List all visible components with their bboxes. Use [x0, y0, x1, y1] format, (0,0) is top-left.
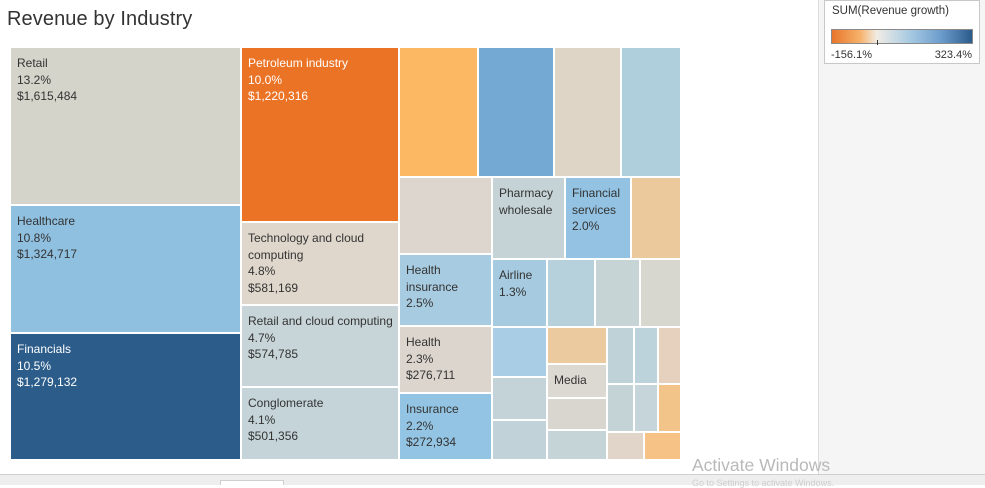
treemap-tile[interactable] [607, 384, 634, 432]
treemap-tile[interactable] [399, 177, 492, 254]
tile-share: 4.1% [248, 412, 276, 427]
treemap-tile[interactable]: Pharmacy wholesale [492, 177, 565, 259]
treemap-tile[interactable]: Insurance 2.2% $272,934 [399, 393, 492, 460]
tile-label: Financial services 2.0% [572, 185, 628, 235]
treemap-tile[interactable] [658, 384, 681, 432]
legend-pane [818, 0, 985, 474]
treemap-tile[interactable] [492, 377, 547, 420]
treemap-tile[interactable] [607, 432, 644, 460]
treemap-tile[interactable] [492, 420, 547, 460]
tile-name: Retail [17, 56, 48, 70]
tile-name: Conglomerate [248, 396, 324, 410]
tile-label: Pharmacy wholesale [499, 185, 562, 218]
tile-label: Conglomerate 4.1% $501,356 [248, 395, 396, 445]
tile-label: Health insurance 2.5% [406, 262, 489, 312]
legend-min-label: -156.1% [831, 49, 872, 61]
tile-label: Health 2.3% $276,711 [406, 334, 489, 384]
tile-name: Airline [499, 268, 533, 282]
tile-name: Pharmacy wholesale [499, 186, 554, 217]
tile-name: Healthcare [17, 214, 76, 228]
treemap-tile[interactable]: Media [547, 364, 607, 398]
tile-label: Retail and cloud computing 4.7% $574,785 [248, 313, 396, 363]
legend-title: SUM(Revenue growth) [832, 5, 949, 17]
tile-share: 10.5% [17, 358, 52, 373]
treemap-tile[interactable]: Retail 13.2% $1,615,484 [10, 47, 241, 205]
tile-name: Health insurance [406, 263, 459, 294]
tile-share: 13.2% [17, 72, 52, 87]
treemap-tile[interactable] [399, 47, 478, 177]
treemap-tile[interactable] [607, 327, 634, 384]
treemap-tile[interactable] [492, 327, 547, 377]
treemap-tile[interactable]: Health insurance 2.5% [399, 254, 492, 326]
treemap-tile[interactable]: Airline 1.3% [492, 259, 547, 327]
treemap-tile[interactable]: Financials 10.5% $1,279,132 [10, 333, 241, 460]
tile-name: Petroleum industry [248, 56, 349, 70]
legend-gradient-bar [831, 29, 973, 44]
treemap-tile[interactable] [658, 327, 681, 384]
watermark-subtext: Go to Settings to activate Windows. [692, 478, 835, 488]
tile-name: Health [406, 335, 441, 349]
treemap-tile[interactable] [547, 430, 607, 460]
tile-share: 1.3% [499, 284, 527, 299]
treemap-tile[interactable] [621, 47, 681, 177]
treemap-tile[interactable] [640, 259, 681, 327]
treemap-tile[interactable] [547, 259, 595, 327]
treemap-tile[interactable]: Retail and cloud computing 4.7% $574,785 [241, 305, 399, 387]
tile-label: Retail 13.2% $1,615,484 [17, 55, 238, 105]
tile-share: 4.8% [248, 264, 276, 278]
tile-label: Media [554, 372, 604, 389]
tile-name: Technology and cloud computing [248, 231, 365, 262]
tile-share: 10.8% [17, 230, 52, 245]
legend-zero-tick [877, 40, 878, 45]
tile-revenue: $272,934 [406, 435, 457, 449]
tile-share: 2.2% [406, 418, 434, 433]
tile-revenue: $1,220,316 [248, 89, 309, 103]
tile-name: Media [554, 373, 587, 387]
tile-label: Healthcare 10.8% $1,324,717 [17, 213, 238, 263]
tile-label: Financials 10.5% $1,279,132 [17, 341, 238, 391]
sheet-tab-bar [0, 474, 985, 485]
treemap-tile[interactable] [634, 327, 658, 384]
treemap-tile[interactable] [631, 177, 681, 259]
watermark-text: Activate Windows [692, 455, 831, 475]
tile-share: 2.3% [406, 351, 434, 366]
tile-revenue: $1,279,132 [17, 375, 78, 389]
treemap-tile[interactable] [595, 259, 640, 327]
tile-share: 4.7% [248, 330, 276, 345]
treemap-tile[interactable]: Conglomerate 4.1% $501,356 [241, 387, 399, 460]
chart-title: Revenue by Industry [7, 8, 193, 30]
treemap-tile[interactable]: Technology and cloud computing 4.8% $581,1… [241, 222, 399, 305]
tile-name: Insurance [406, 402, 459, 416]
tile-revenue: $276,711 [406, 368, 456, 382]
treemap-tile[interactable] [478, 47, 554, 177]
treemap-tile[interactable]: Petroleum industry 10.0% $1,220,316 [241, 47, 399, 222]
color-legend[interactable]: SUM(Revenue growth) -156.1% 323.4% [824, 0, 980, 64]
tile-name: Financials [17, 342, 72, 356]
sheet-tab[interactable] [220, 480, 284, 485]
tile-name: Retail and cloud computing [248, 314, 393, 328]
treemap-tile[interactable] [547, 327, 607, 364]
tile-revenue: $501,356 [248, 429, 299, 443]
tile-label: Petroleum industry 10.0% $1,220,316 [248, 55, 396, 105]
treemap-tile[interactable]: Healthcare 10.8% $1,324,717 [10, 205, 241, 333]
treemap-tile[interactable]: Financial services 2.0% [565, 177, 631, 259]
tile-share: 10.0% [248, 72, 283, 87]
tile-share: 2.5% [406, 296, 434, 310]
treemap-tile[interactable]: Health 2.3% $276,711 [399, 326, 492, 393]
treemap-tile[interactable] [644, 432, 681, 460]
tile-revenue: $1,324,717 [17, 247, 78, 261]
tile-revenue: $1,615,484 [17, 89, 78, 103]
treemap-tile[interactable] [547, 398, 607, 430]
tile-revenue: $581,169 [248, 280, 299, 295]
tile-share: 2.0% [572, 219, 600, 233]
treemap-tile[interactable] [554, 47, 621, 177]
legend-max-label: 323.4% [934, 49, 972, 61]
tile-label: Technology and cloud computing 4.8% $581,1… [248, 230, 396, 296]
tile-label: Insurance 2.2% $272,934 [406, 401, 489, 451]
tile-name: Financial services [572, 186, 621, 217]
tile-revenue: $574,785 [248, 347, 299, 361]
treemap-tile[interactable] [634, 384, 658, 432]
tile-label: Airline 1.3% [499, 267, 544, 300]
